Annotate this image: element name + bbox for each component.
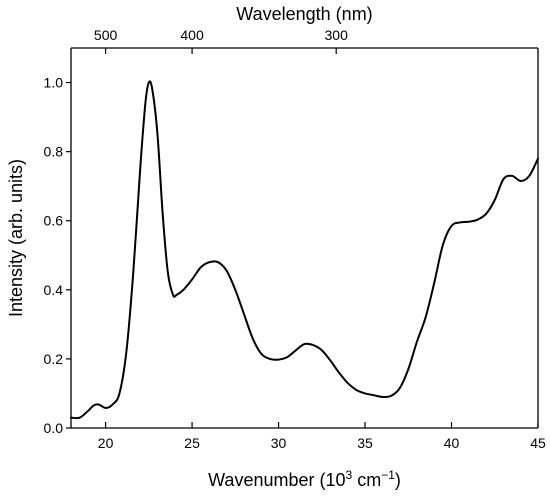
y-tick-label: 0.2 <box>44 351 64 367</box>
y-axis-title: Intensity (arb. units) <box>6 159 26 317</box>
spectrum-line <box>70 80 539 420</box>
y-tick-label: 0.6 <box>44 213 64 229</box>
top-tick-label: 400 <box>180 27 204 43</box>
y-tick-label: 0.8 <box>44 144 64 160</box>
x-axis-title-mid: cm <box>352 470 381 490</box>
x-axis-title-end: ) <box>395 470 401 490</box>
top-axis-title: Wavelength (nm) <box>236 4 372 24</box>
plot-area <box>71 48 538 428</box>
y-tick-label: 0.0 <box>44 420 64 436</box>
top-ticks: 500 400 300 <box>94 27 348 54</box>
y-tick-label: 0.4 <box>44 282 64 298</box>
top-tick-label: 500 <box>94 27 118 43</box>
y-ticks: 0.0 0.2 0.4 0.6 0.8 1.0 <box>44 75 71 436</box>
x-tick-label: 35 <box>357 435 373 451</box>
top-tick-label: 300 <box>325 27 349 43</box>
x-axis-title: Wavenumber (103 cm−1) <box>208 468 401 490</box>
x-ticks: 20 25 30 35 40 45 <box>98 422 546 451</box>
x-tick-label: 25 <box>184 435 200 451</box>
series-layer <box>70 80 539 420</box>
x-tick-label: 30 <box>271 435 287 451</box>
x-axis-title-sup-1: 3 <box>346 468 353 482</box>
x-tick-label: 20 <box>98 435 114 451</box>
x-tick-label: 45 <box>530 435 546 451</box>
x-tick-label: 40 <box>444 435 460 451</box>
x-axis-title-main: Wavenumber (10 <box>208 470 345 490</box>
x-axis-title-sup-2: −1 <box>381 468 395 482</box>
y-tick-label: 1.0 <box>44 75 64 91</box>
axes-frame <box>70 47 539 429</box>
